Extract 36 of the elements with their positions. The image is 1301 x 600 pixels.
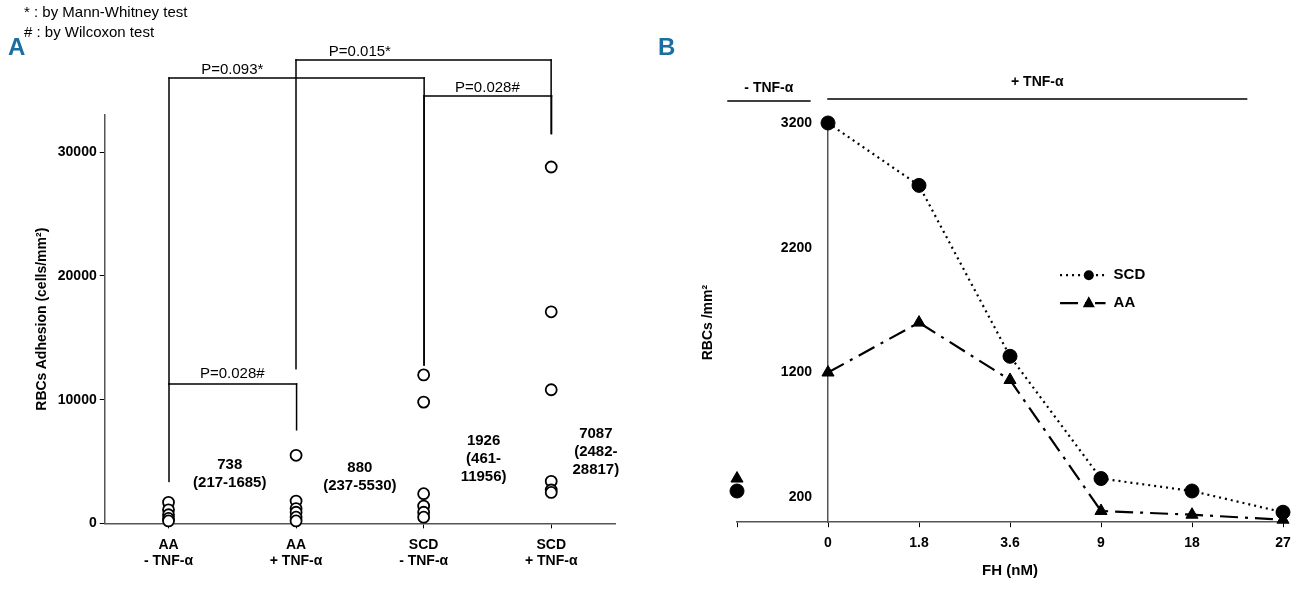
x-tick-label: 27: [1275, 534, 1291, 551]
annotation: P=0.028#: [199, 364, 266, 382]
x-tick-label: 1.8: [909, 534, 929, 551]
x-tick-label: 0: [824, 534, 833, 551]
y-tick-label: 10000: [57, 390, 97, 407]
y-tick-label: 20000: [57, 266, 97, 283]
x-tick-label: AA + TNF-α: [269, 535, 323, 569]
y-tick-label: 2200: [780, 238, 813, 255]
y-tick-label: 3200: [780, 113, 813, 130]
text: + TNF-α: [1011, 72, 1064, 89]
text: P=0.015*: [328, 42, 392, 60]
text: P=0.093*: [201, 60, 264, 78]
x-tick-label: SCD - TNF-α: [399, 535, 449, 569]
x-tick-label: 3.6: [1000, 534, 1020, 551]
x-tick-label: 18: [1184, 534, 1200, 551]
x-axis-title: FH (nM): [982, 561, 1038, 579]
text: - TNF-α: [744, 78, 794, 95]
annotation: 738 (217-1685): [193, 455, 267, 491]
y-tick-label: 200: [788, 488, 813, 505]
legend-label: SCD: [1113, 265, 1146, 283]
y-tick-label: 30000: [57, 142, 97, 159]
x-tick-label: 9: [1097, 534, 1106, 551]
y-tick-label: 1200: [780, 363, 813, 380]
annotation: 1926 (461- 11956): [460, 431, 507, 485]
text: * : by Mann-Whitney test: [24, 3, 189, 21]
text: # : by Wilcoxon test: [24, 23, 155, 41]
chart-title: B: [658, 33, 676, 60]
y-axis-title: RBCs Adhesion (cells/mm²): [33, 227, 50, 411]
text: P=0.028#: [455, 78, 521, 96]
legend-label: AA: [1113, 293, 1136, 311]
x-tick-label: SCD + TNF-α: [524, 535, 578, 569]
annotation: 7087 (2482- 28817): [572, 423, 620, 477]
y-tick-label: 0: [88, 514, 97, 531]
x-tick-label: AA - TNF-α: [143, 535, 194, 569]
y-axis-title: RBCs /mm²: [698, 284, 715, 361]
annotation: 880 (237-5530): [323, 457, 397, 493]
